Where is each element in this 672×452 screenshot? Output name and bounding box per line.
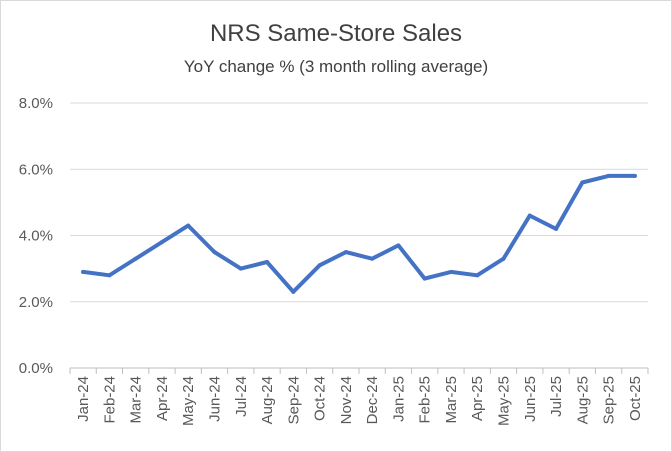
data-point bbox=[343, 250, 348, 255]
data-point bbox=[527, 213, 532, 218]
data-point bbox=[317, 263, 322, 268]
y-tick-label: 6.0% bbox=[19, 161, 53, 178]
chart-subtitle: YoY change % (3 month rolling average) bbox=[183, 57, 489, 76]
y-tick-label: 2.0% bbox=[19, 294, 53, 311]
x-tick-label: Jan-24 bbox=[75, 376, 92, 422]
x-tick-label: Mar-25 bbox=[443, 376, 460, 424]
data-point bbox=[422, 276, 427, 281]
x-tick-label: Sep-24 bbox=[285, 376, 302, 424]
data-point bbox=[159, 240, 164, 245]
y-tick-label: 8.0% bbox=[19, 95, 53, 112]
data-point bbox=[186, 223, 191, 228]
x-tick-label: Jun-25 bbox=[522, 376, 539, 422]
x-tick-label: Jan-25 bbox=[390, 376, 407, 422]
data-point bbox=[580, 180, 585, 185]
x-tick-label: Feb-24 bbox=[101, 376, 118, 424]
x-tick-label: May-24 bbox=[180, 376, 197, 426]
x-tick-label: Apr-24 bbox=[154, 376, 171, 421]
series-line bbox=[81, 173, 637, 294]
x-tick-label: Jul-25 bbox=[548, 376, 565, 417]
x-tick-label: Dec-24 bbox=[364, 376, 381, 424]
data-point bbox=[212, 250, 217, 255]
data-point bbox=[238, 266, 243, 271]
y-axis-tick-labels: 0.0% 2.0% 4.0% 6.0% 8.0% bbox=[19, 95, 53, 377]
series-layer bbox=[81, 173, 637, 294]
gridlines bbox=[70, 102, 648, 303]
x-tick-label: Aug-25 bbox=[574, 376, 591, 424]
data-point bbox=[107, 273, 112, 278]
data-point bbox=[501, 256, 506, 261]
y-tick-label: 4.0% bbox=[19, 228, 53, 245]
x-tick-label: Jun-24 bbox=[207, 376, 224, 422]
x-tick-label: Sep-25 bbox=[601, 376, 618, 424]
x-axis bbox=[69, 367, 649, 374]
data-point bbox=[133, 256, 138, 261]
x-tick-label: Aug-24 bbox=[259, 376, 276, 424]
data-point bbox=[370, 256, 375, 261]
data-point bbox=[448, 269, 453, 274]
x-tick-label: Oct-25 bbox=[627, 376, 644, 421]
x-axis-tick-labels: Jan-24 Feb-24 Mar-24 Apr-24 May-24 Jun-24 Jul-… bbox=[75, 376, 644, 426]
x-tick-label: Feb-25 bbox=[417, 376, 434, 424]
x-tick-label: May-25 bbox=[496, 376, 513, 426]
data-point bbox=[265, 260, 270, 264]
data-point bbox=[81, 269, 86, 274]
x-tick-label: Apr-25 bbox=[469, 376, 486, 421]
x-tick-label: Mar-24 bbox=[128, 376, 145, 424]
data-point bbox=[554, 226, 559, 231]
y-tick-label: 0.0% bbox=[19, 360, 53, 377]
data-point bbox=[291, 289, 296, 294]
data-point bbox=[632, 173, 637, 178]
data-point bbox=[606, 173, 611, 178]
chart-title: NRS Same-Store Sales bbox=[209, 20, 463, 47]
data-point bbox=[475, 273, 480, 278]
x-tick-label: Oct-24 bbox=[312, 376, 329, 421]
x-tick-label: Nov-24 bbox=[338, 376, 355, 424]
x-tick-label: Jul-24 bbox=[233, 376, 250, 417]
data-point bbox=[396, 243, 401, 248]
